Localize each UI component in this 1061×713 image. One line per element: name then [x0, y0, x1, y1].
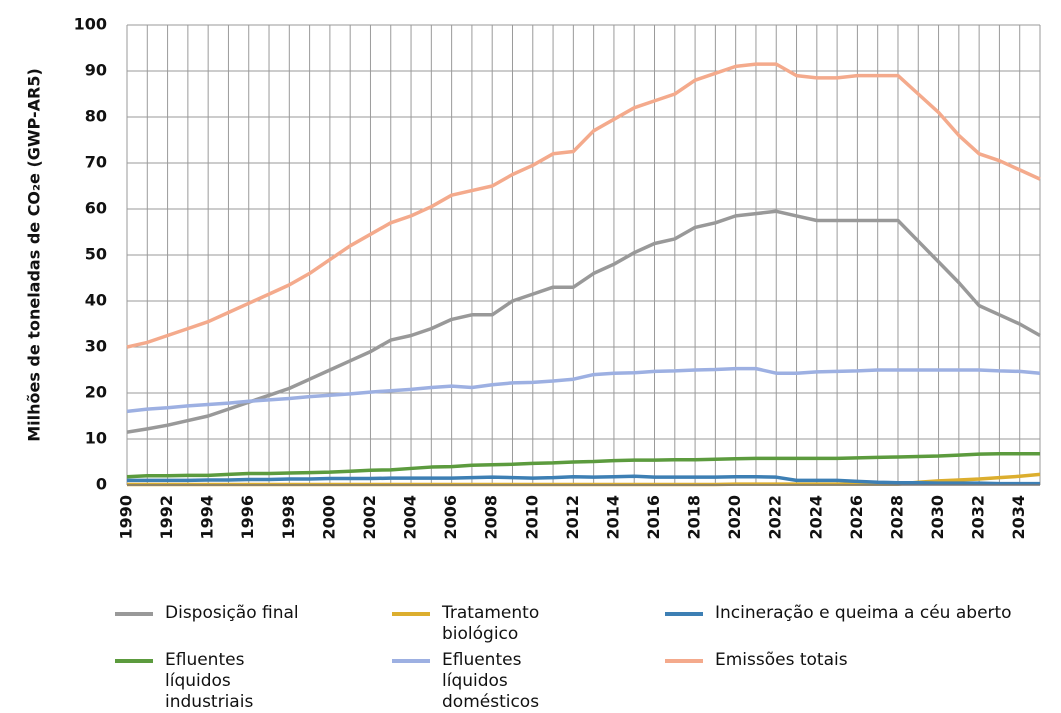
- legend-item: Emissões totais: [665, 650, 1025, 671]
- x-tick-label: 2006: [441, 495, 460, 540]
- y-tick-label: 10: [85, 429, 107, 448]
- y-tick-label: 100: [74, 15, 107, 34]
- x-tick-label: 1994: [198, 495, 217, 540]
- legend-item: Incineração e queima a céu aberto: [665, 603, 1025, 624]
- y-tick-label: 60: [85, 199, 107, 218]
- series-line: [126, 366, 1041, 414]
- legend-swatch: [115, 612, 153, 616]
- y-tick-label: 0: [96, 475, 107, 494]
- legend: Disposição final Tratamento biológico Inci…: [0, 596, 1061, 712]
- series-line: [126, 451, 1040, 479]
- series-line: [126, 62, 1041, 349]
- legend-swatch: [115, 659, 153, 663]
- legend-swatch: [665, 659, 703, 663]
- x-tick-label: 2018: [685, 495, 704, 540]
- x-tick-label: 2034: [1009, 495, 1028, 540]
- legend-swatch: [665, 612, 703, 616]
- y-tick-label: 40: [85, 291, 107, 310]
- x-tick-label: 2026: [847, 495, 866, 540]
- y-tick-label: 90: [85, 61, 107, 80]
- legend-label: Incineração e queima a céu aberto: [715, 603, 1012, 623]
- y-tick-label: 70: [85, 153, 107, 172]
- y-tick-label: 30: [85, 337, 107, 356]
- legend-item: Tratamento biológico: [392, 603, 582, 645]
- x-tick-label: 1998: [279, 495, 298, 540]
- x-tick-label: 2030: [928, 495, 947, 540]
- legend-swatch: [392, 659, 430, 663]
- x-tick-label: 2028: [887, 495, 906, 540]
- chart: Milhões de toneladas de CO₂e (GWP-AR5) 0…: [25, 15, 1041, 540]
- page: Milhões de toneladas de CO₂e (GWP-AR5) 0…: [0, 14, 1061, 712]
- x-tick-label: 2002: [360, 495, 379, 540]
- series-line: [126, 209, 1041, 434]
- legend-label: Tratamento biológico: [442, 603, 540, 644]
- y-tick-label: 80: [85, 107, 107, 126]
- x-tick-label: 2012: [563, 495, 582, 540]
- x-tick-label: 1990: [117, 495, 136, 540]
- x-tick-label: 1996: [238, 495, 257, 540]
- legend-swatch: [392, 612, 430, 616]
- y-axis-title: Milhões de toneladas de CO₂e (GWP-AR5): [25, 68, 44, 442]
- x-tick-label: 2004: [401, 495, 420, 540]
- x-tick-label: 2022: [766, 495, 785, 540]
- legend-label: Efluentes líquidos domésticos: [442, 650, 540, 712]
- legend-label: Disposição final: [165, 603, 299, 623]
- y-tick-label: 20: [85, 383, 107, 402]
- x-tick-label: 2014: [603, 495, 622, 540]
- legend-item: Efluentes líquidos industriais: [115, 650, 305, 713]
- x-tick-label: 2024: [806, 495, 825, 540]
- x-tick-label: 2008: [482, 495, 501, 540]
- legend-item: Disposição final: [115, 603, 305, 624]
- x-tick-label: 2010: [522, 495, 541, 540]
- x-tick-label: 1992: [157, 495, 176, 540]
- legend-label: Emissões totais: [715, 650, 848, 670]
- legend-item: Efluentes líquidos domésticos: [392, 650, 582, 713]
- y-tick-label: 50: [85, 245, 107, 264]
- x-tick-label: 2016: [644, 495, 663, 540]
- x-tick-label: 2000: [319, 495, 338, 540]
- series-line: [127, 474, 1040, 486]
- x-tick-label: 2020: [725, 495, 744, 540]
- x-tick-label: 2032: [969, 495, 988, 540]
- legend-label: Efluentes líquidos industriais: [165, 650, 254, 712]
